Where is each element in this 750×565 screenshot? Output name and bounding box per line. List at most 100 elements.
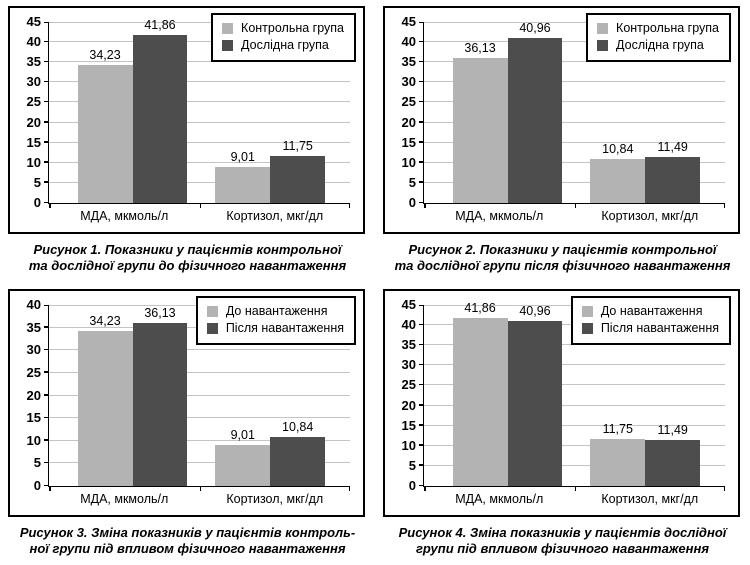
gridline <box>49 349 350 351</box>
gridline <box>424 444 725 446</box>
gridline <box>424 464 725 466</box>
bar-value-label: 11,75 <box>282 138 313 153</box>
y-axis-tick-label: 45 <box>401 297 416 312</box>
gridline <box>424 384 725 386</box>
y-axis-tick-mark <box>419 181 424 183</box>
y-axis-tick-label: 20 <box>401 114 416 130</box>
legend-label: Після навантаження <box>225 321 344 335</box>
y-axis-tick-label: 30 <box>401 74 416 90</box>
gridline <box>49 371 350 373</box>
legend-swatch-icon <box>581 306 593 317</box>
gridline <box>49 181 350 183</box>
legend-item: Дослідна група <box>597 37 719 54</box>
gridline <box>49 394 350 396</box>
category-axis-label: МДА, мкмоль/л <box>80 492 169 506</box>
caption-line: Рисунок 2. Показники у пацієнтів контрол… <box>408 242 717 257</box>
plot-area: 0 5 10 15 20 25 30 35 40 45 36,13 40,96 МДА, мкмоль/… <box>402 14 725 223</box>
gridline <box>424 141 725 143</box>
chart-frame: 0 5 10 15 20 25 30 35 40 45 36,13 40,96 МДА, мкмоль/… <box>383 6 740 234</box>
y-axis-tick-label: 30 <box>26 74 41 90</box>
x-axis-tick-mark <box>49 486 51 491</box>
y-axis-tick-mark <box>419 60 424 63</box>
bar-value-label: 41,86 <box>144 17 176 32</box>
x-axis-tick-mark <box>424 203 426 208</box>
y-axis-tick-mark <box>44 304 49 306</box>
y-axis-tick-label: 40 <box>26 297 41 312</box>
legend-item: Після навантаження <box>206 320 344 337</box>
bar-value-label: 34,23 <box>89 314 121 329</box>
x-axis-tick-mark <box>348 486 350 491</box>
bar-series1 <box>215 445 271 486</box>
y-axis-tick-label: 35 <box>26 54 41 70</box>
y-axis-tick-mark <box>44 21 49 23</box>
y-axis-tick-mark <box>44 40 49 43</box>
y-axis-tick-label: 0 <box>33 195 41 210</box>
y-axis-tick-mark <box>44 141 49 143</box>
gridline <box>424 404 725 406</box>
y-axis-tick-label: 20 <box>26 387 41 403</box>
legend-item: Контрольна група <box>597 20 719 37</box>
legend-item: Дослідна група <box>222 37 344 54</box>
gridline <box>49 417 350 419</box>
bar-value-label: 10,84 <box>602 142 634 157</box>
caption-line: Рисунок 1. Показники у пацієнтів контрол… <box>33 242 342 257</box>
bar-series2 <box>645 439 701 486</box>
y-axis-tick-label: 20 <box>401 397 416 413</box>
y-axis-tick-label: 35 <box>401 54 416 70</box>
bar-value-label: 9,01 <box>230 149 255 164</box>
caption-line: групи під впливом фізичного навантаження <box>415 540 709 556</box>
bar-series1 <box>77 331 133 486</box>
y-axis-tick-label: 30 <box>26 342 41 358</box>
x-axis-tick-mark <box>348 203 350 208</box>
y-axis-tick-mark <box>44 121 49 123</box>
y-axis-tick-label: 5 <box>33 174 41 190</box>
y-axis-tick-label: 10 <box>26 154 41 170</box>
y-axis-tick-label: 15 <box>26 410 41 426</box>
y-axis-tick-mark <box>419 343 424 346</box>
gridline <box>49 439 350 441</box>
caption-line: та дослідної групи після фізичного наван… <box>394 257 731 273</box>
legend-item: До навантаження <box>581 303 719 320</box>
y-axis-tick-mark <box>44 60 49 63</box>
bar-series2 <box>507 321 563 486</box>
y-axis-tick-label: 5 <box>33 455 41 471</box>
legend-item: Після навантаження <box>581 320 719 337</box>
y-axis-tick-label: 45 <box>26 14 41 29</box>
y-axis-tick-label: 25 <box>26 364 41 380</box>
bar-series2 <box>270 155 326 203</box>
gridline <box>424 121 725 123</box>
figure-4: 0 5 10 15 20 25 30 35 40 45 41,86 40,96 МДА, мкмоль/… <box>375 283 750 565</box>
y-axis-tick-label: 40 <box>401 34 416 50</box>
gridline <box>49 161 350 163</box>
y-axis-tick-mark <box>44 100 49 103</box>
figure-1: 0 5 10 15 20 25 30 35 40 45 34,23 41,86 МДА, мкмоль/… <box>0 0 375 283</box>
y-axis-tick-mark <box>44 371 49 373</box>
y-axis-tick-label: 5 <box>408 457 416 473</box>
legend-swatch-icon <box>581 323 593 334</box>
y-axis-tick-label: 45 <box>401 14 416 29</box>
y-axis-tick-label: 0 <box>33 478 41 493</box>
legend: Контрольна група Дослідна група <box>211 13 356 62</box>
y-axis-tick-label: 0 <box>408 478 416 493</box>
category-axis-label: Кортизол, мкг/дл <box>601 209 699 223</box>
gridline <box>49 22 350 23</box>
caption-line: та дослідної групи до фізичного навантаж… <box>28 257 347 273</box>
legend-swatch-icon <box>206 323 218 334</box>
gridline <box>49 61 350 63</box>
gridline <box>424 101 725 103</box>
bar-series2 <box>270 436 326 486</box>
y-axis-tick-label: 25 <box>401 94 416 110</box>
legend-swatch-icon <box>222 23 234 34</box>
figure-caption: Рисунок 3. Зміна показників у пацієнтів … <box>4 525 371 556</box>
chart-frame: 0 5 10 15 20 25 30 35 40 34,23 36,13 МДА, мкмоль/л 9… <box>8 289 365 517</box>
gridline <box>49 121 350 123</box>
bar-value-label: 11,49 <box>657 139 688 154</box>
bar-series1 <box>77 65 133 203</box>
gridline <box>424 161 725 163</box>
y-axis-tick-mark <box>419 424 424 426</box>
bar-value-label: 41,86 <box>464 300 496 315</box>
legend-label: Дослідна група <box>241 38 329 52</box>
figure-caption: Рисунок 4. Зміна показників у пацієнтів … <box>379 525 746 556</box>
bar-value-label: 11,49 <box>657 422 688 437</box>
